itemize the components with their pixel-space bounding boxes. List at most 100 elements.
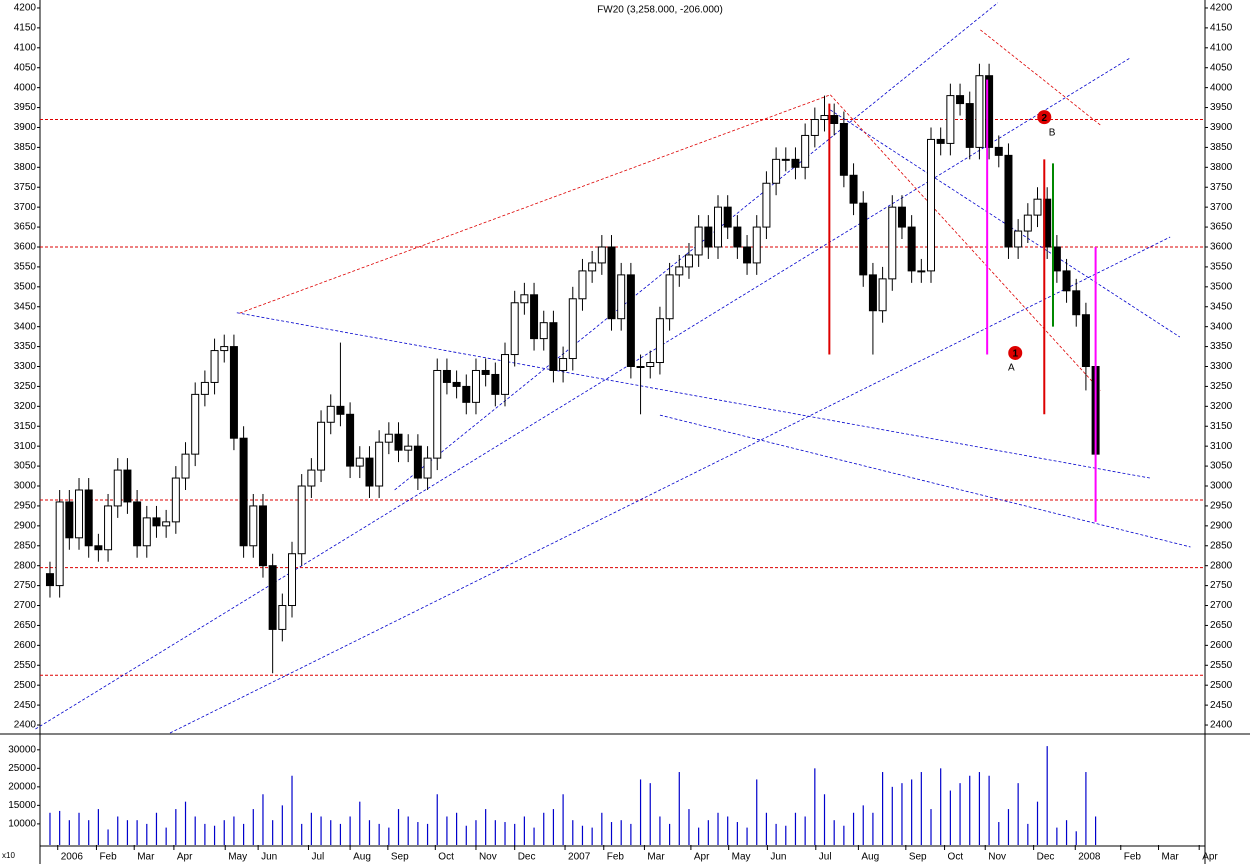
candle-body — [684, 254, 693, 268]
candle-body — [384, 433, 393, 443]
y-tick-label: 3150 — [14, 421, 37, 432]
y-tick-label: 3100 — [14, 441, 37, 452]
candle-body — [714, 206, 723, 248]
y-tick-label-right: 3250 — [1210, 381, 1233, 392]
candle-body — [268, 565, 277, 630]
candle-body — [617, 274, 626, 320]
candle-body — [442, 369, 451, 383]
y-tick-label-right: 3550 — [1210, 262, 1233, 273]
x-tick-label: Jul — [819, 852, 832, 863]
y-tick-label: 3400 — [14, 321, 37, 332]
marker — [1008, 345, 1023, 360]
y-tick-label: 2550 — [14, 660, 37, 671]
y-tick-label-right: 3100 — [1210, 441, 1233, 452]
candle-body — [1081, 314, 1090, 367]
y-tick-label: 3000 — [14, 481, 37, 492]
y-tick-label-right: 4000 — [1210, 82, 1233, 93]
y-tick-label-right: 3450 — [1210, 301, 1233, 312]
trendline — [35, 57, 1131, 730]
candle-body — [55, 501, 64, 587]
candle-body — [801, 134, 810, 168]
candle-body — [772, 158, 781, 184]
candle-body — [675, 266, 684, 276]
y-tick-label-right: 3050 — [1210, 461, 1233, 472]
y-tick-label-right: 3800 — [1210, 162, 1233, 173]
volume-tick-label: 25000 — [8, 763, 36, 774]
volume-tick-label: 20000 — [8, 781, 36, 792]
candle-body — [578, 270, 587, 300]
candle-body — [1062, 270, 1071, 292]
candle-body — [888, 206, 897, 280]
y-tick-label: 2950 — [14, 501, 37, 512]
y-tick-label: 2500 — [14, 680, 37, 691]
x-tick-label: Sep — [909, 852, 927, 863]
candle-body — [936, 138, 945, 144]
y-tick-label: 3300 — [14, 361, 37, 372]
y-tick-label: 2450 — [14, 700, 37, 711]
y-tick-label-right: 2700 — [1210, 600, 1233, 611]
candle-body — [762, 182, 771, 228]
trendline — [830, 94, 1101, 391]
trendline — [659, 414, 1191, 548]
candle-body — [423, 457, 432, 479]
candle-body — [1004, 154, 1013, 248]
volume-unit: x10 — [2, 851, 15, 860]
x-tick-label: Jul — [311, 852, 324, 863]
y-tick-label: 3900 — [14, 122, 37, 133]
x-tick-label: Mar — [1162, 852, 1180, 863]
y-tick-label: 3850 — [14, 142, 37, 153]
y-tick-label: 3650 — [14, 222, 37, 233]
candle-body — [559, 358, 568, 371]
x-tick-label: Feb — [1124, 852, 1142, 863]
x-tick-label: May — [732, 852, 751, 863]
y-tick-label-right: 2850 — [1210, 540, 1233, 551]
candle-body — [1023, 214, 1032, 232]
trendline — [980, 29, 1101, 126]
y-tick-label-right: 2800 — [1210, 560, 1233, 571]
candle-body — [530, 294, 539, 340]
candle-body — [288, 553, 297, 607]
candle-body — [133, 501, 142, 547]
candle-body — [123, 469, 132, 503]
candle-body — [413, 445, 422, 479]
candle-body — [568, 298, 577, 360]
candle-body — [210, 350, 219, 383]
candle-body — [113, 469, 122, 507]
x-tick-label: Nov — [988, 852, 1006, 863]
candle-body — [65, 501, 74, 539]
candle-body — [839, 122, 848, 176]
x-tick-label: 2007 — [568, 852, 591, 863]
candle-body — [162, 521, 171, 527]
candle-body — [588, 262, 597, 272]
y-tick-label: 2600 — [14, 640, 37, 651]
trendline — [830, 109, 1181, 338]
y-tick-label: 3600 — [14, 242, 37, 253]
x-tick-label: Oct — [438, 852, 454, 863]
y-tick-label-right: 3600 — [1210, 242, 1233, 253]
candle-body — [549, 322, 558, 371]
candle-body — [927, 138, 936, 272]
candle-body — [994, 146, 1003, 156]
x-tick-label: Feb — [607, 852, 625, 863]
x-tick-label: 2008 — [1078, 852, 1101, 863]
x-tick-label: Jun — [261, 852, 277, 863]
y-tick-label-right: 2650 — [1210, 620, 1233, 631]
candle-body — [336, 405, 345, 415]
y-tick-label-right: 2750 — [1210, 580, 1233, 591]
marker-label: 1 — [1012, 349, 1018, 360]
y-tick-label: 3950 — [14, 102, 37, 113]
candle-body — [181, 453, 190, 479]
candle-body — [723, 206, 732, 228]
candle-body — [752, 226, 761, 264]
y-tick-label-right: 4150 — [1210, 23, 1233, 34]
candle-body — [317, 421, 326, 471]
candle-body — [704, 226, 713, 248]
candle-body — [636, 366, 645, 368]
x-tick-label: Apr — [177, 852, 193, 863]
candle-body — [694, 226, 703, 256]
candle-body — [539, 322, 548, 340]
candle-body — [394, 433, 403, 451]
y-tick-label: 2400 — [14, 720, 37, 731]
